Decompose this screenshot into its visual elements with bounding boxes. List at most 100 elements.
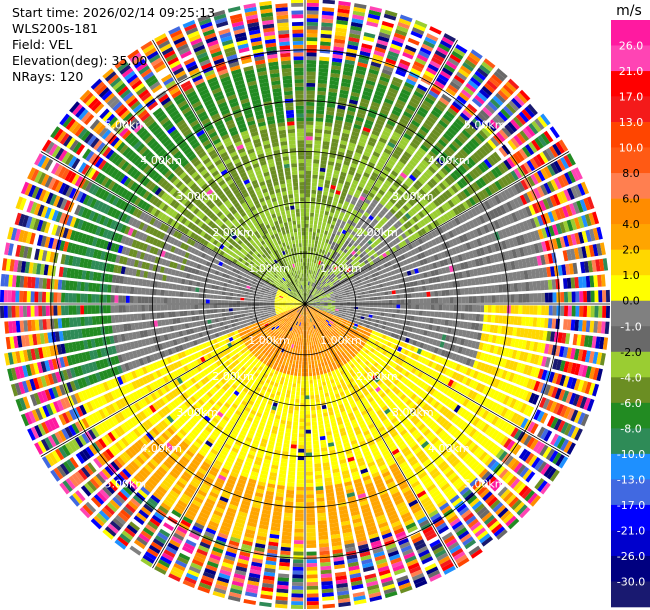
gate-cell xyxy=(391,152,400,160)
gate-cell xyxy=(322,462,330,467)
gate-cell xyxy=(284,432,291,437)
gate-cell xyxy=(562,346,569,358)
gate-cell xyxy=(370,237,376,243)
gate-cell xyxy=(364,317,369,321)
gate-cell xyxy=(464,287,469,295)
gate-cell xyxy=(336,273,341,278)
gate-cell xyxy=(315,267,319,272)
gate-cell xyxy=(429,284,434,291)
gate-cell xyxy=(335,267,340,272)
gate-cell xyxy=(404,165,413,173)
gate-cell xyxy=(384,165,392,173)
gate-cell xyxy=(456,134,466,144)
gate-cell xyxy=(315,236,319,241)
gate-cell xyxy=(479,64,491,75)
gate-cell xyxy=(321,10,334,16)
gate-cell xyxy=(335,304,340,306)
gate-cell xyxy=(506,337,512,347)
gate-cell xyxy=(424,206,431,214)
gate-cell xyxy=(412,182,421,191)
gate-cell xyxy=(510,170,519,181)
gate-cell xyxy=(353,312,358,315)
gate-cell xyxy=(377,279,383,284)
gate-cell xyxy=(518,294,523,303)
gate-cell xyxy=(381,20,394,28)
gate-cell xyxy=(324,267,328,272)
gate-cell xyxy=(581,215,589,228)
gate-cell xyxy=(317,287,322,291)
gate-cell xyxy=(538,330,544,341)
gate-cell xyxy=(407,236,414,243)
gate-cell xyxy=(306,136,313,141)
gate-cell xyxy=(354,73,365,79)
gate-cell xyxy=(445,304,450,311)
gate-cell xyxy=(401,154,410,162)
gate-cell xyxy=(447,107,458,117)
gate-cell xyxy=(296,391,300,396)
gate-cell xyxy=(500,190,509,201)
gate-cell xyxy=(449,104,460,114)
gate-cell xyxy=(350,306,355,309)
gate-cell xyxy=(334,35,346,41)
gate-cell xyxy=(294,406,299,411)
gate-cell xyxy=(371,171,379,179)
gate-cell xyxy=(314,295,318,298)
gate-cell xyxy=(416,191,424,199)
gate-cell xyxy=(316,98,326,103)
gate-cell xyxy=(367,224,374,230)
gate-cell xyxy=(341,291,346,294)
gate-cell xyxy=(406,220,413,228)
gate-cell xyxy=(317,79,328,84)
gate-cell xyxy=(298,345,301,350)
gate-cell xyxy=(380,72,391,80)
gate-cell xyxy=(313,224,317,229)
gate-cell xyxy=(583,335,590,347)
gate-cell xyxy=(585,245,591,258)
gate-cell xyxy=(307,341,310,346)
gate-cell xyxy=(486,245,493,254)
gate-cell xyxy=(422,100,433,109)
gate-cell xyxy=(306,52,317,57)
gate-cell xyxy=(580,334,586,347)
gate-cell xyxy=(305,243,308,247)
gate-cell xyxy=(385,57,397,65)
gate-cell xyxy=(310,270,312,275)
gate-cell xyxy=(372,277,378,282)
gate-cell xyxy=(476,267,482,276)
gate-cell xyxy=(346,268,352,273)
gate-cell xyxy=(305,166,312,171)
gate-cell xyxy=(410,234,417,241)
gate-cell xyxy=(331,304,336,306)
gate-cell xyxy=(313,148,321,153)
gate-cell xyxy=(317,413,323,418)
gate-cell xyxy=(342,275,347,279)
gate-cell xyxy=(516,196,524,207)
gate-cell xyxy=(506,294,511,303)
gate-cell xyxy=(471,313,477,321)
gate-cell xyxy=(347,286,352,290)
gate-cell xyxy=(329,149,337,155)
gate-cell xyxy=(379,209,387,216)
gate-cell xyxy=(339,300,344,302)
gate-cell xyxy=(326,172,332,177)
gate-cell xyxy=(405,282,411,288)
gate-cell xyxy=(422,141,432,150)
gate-cell xyxy=(512,237,519,247)
gate-cell xyxy=(311,345,315,350)
gate-cell xyxy=(308,302,313,304)
gate-cell xyxy=(332,274,336,279)
gate-cell xyxy=(299,425,305,430)
gate-cell xyxy=(362,35,375,43)
gate-cell xyxy=(531,120,542,133)
gate-cell xyxy=(375,288,381,293)
gate-cell xyxy=(317,256,320,261)
gate-cell xyxy=(293,543,304,548)
gate-cell xyxy=(602,337,609,350)
gate-cell xyxy=(348,190,354,196)
gate-cell xyxy=(325,226,330,232)
gate-cell xyxy=(364,147,373,154)
gate-cell xyxy=(497,89,509,101)
gate-cell xyxy=(341,312,346,315)
gate-cell xyxy=(322,295,327,298)
gate-cell xyxy=(402,168,410,176)
